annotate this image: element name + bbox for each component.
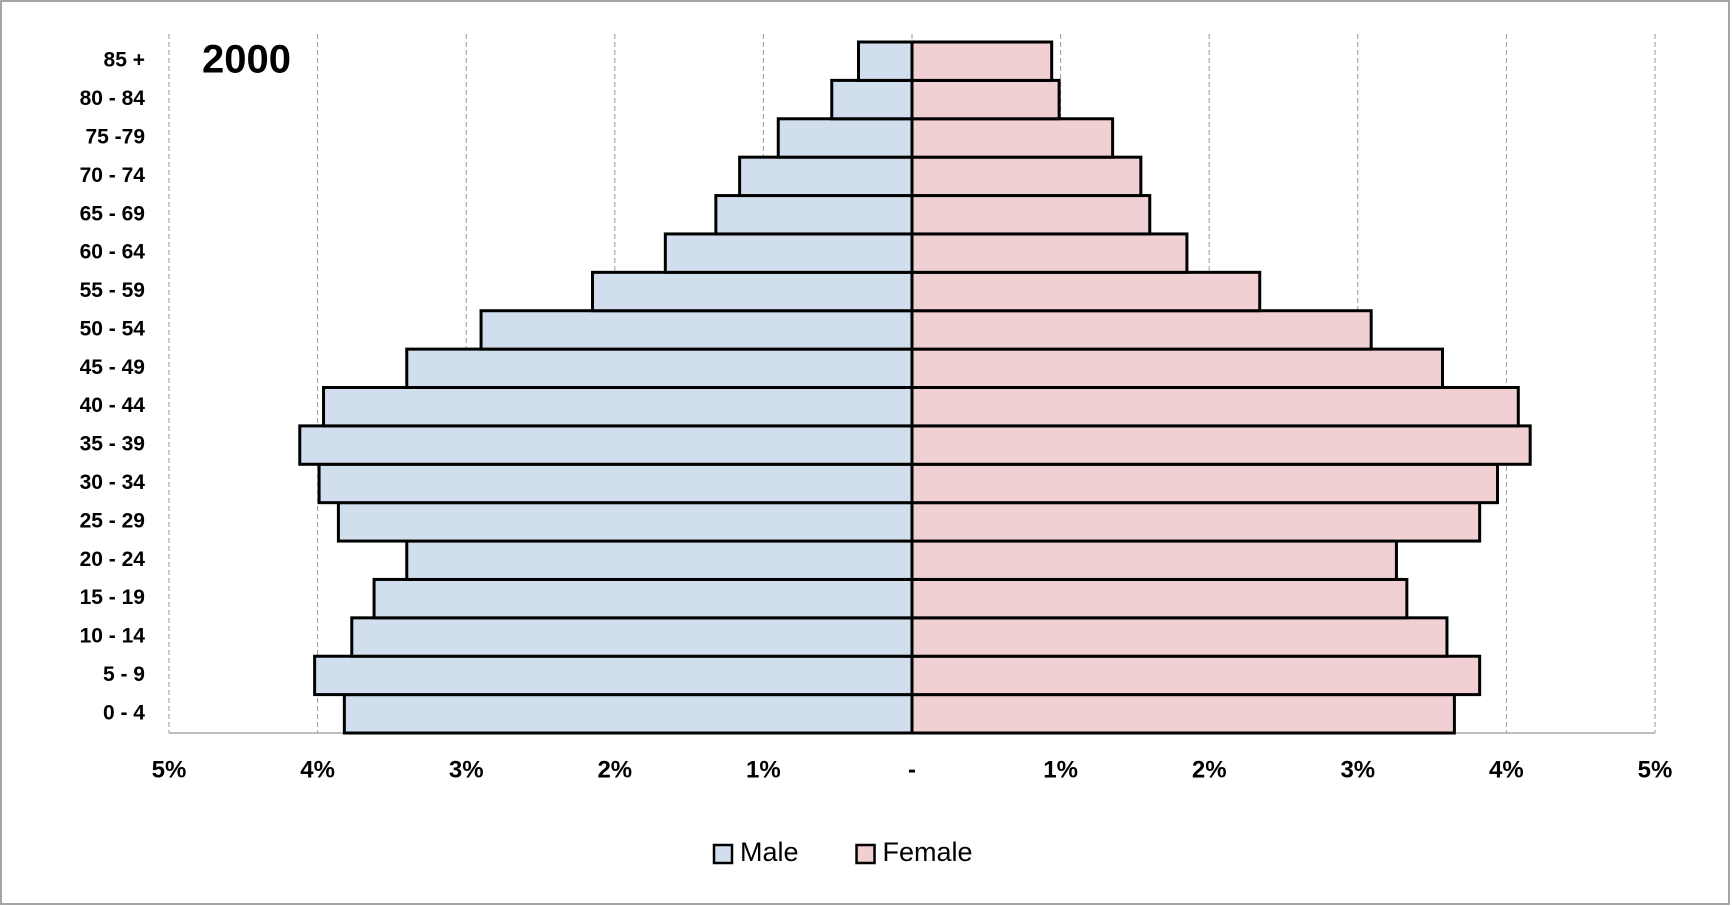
x-tick-label: 2% (1192, 756, 1227, 783)
x-tick-label: 4% (300, 756, 335, 783)
x-tick-label: 2% (597, 756, 632, 783)
bar (313, 654, 914, 697)
y-tick-label: 40 - 44 (80, 394, 146, 417)
y-tick-label: 5 - 9 (103, 663, 145, 686)
bar (910, 78, 1061, 121)
bar (910, 577, 1409, 620)
bar (591, 270, 914, 313)
x-tick-label: 5% (152, 756, 187, 783)
x-tick-label: 3% (449, 756, 484, 783)
bar (350, 616, 914, 658)
bar (910, 194, 1152, 236)
bar (663, 232, 914, 274)
bar (910, 347, 1445, 390)
bar (910, 386, 1520, 428)
bar (910, 539, 1398, 581)
bar (910, 117, 1115, 159)
y-tick-label: 45 - 49 (80, 356, 145, 379)
bar (714, 194, 914, 236)
bar (336, 501, 914, 543)
bar (372, 577, 914, 620)
x-tick-label: 5% (1638, 756, 1673, 783)
bar (405, 539, 914, 581)
bar (910, 501, 1482, 543)
bar (776, 117, 914, 159)
bar (298, 424, 914, 466)
y-tick-label: 80 - 84 (80, 87, 146, 110)
y-tick-label: 50 - 54 (80, 317, 146, 340)
bar (405, 347, 914, 390)
y-tick-label: 20 - 24 (80, 548, 146, 571)
bar (910, 309, 1373, 351)
x-tick-label: 4% (1489, 756, 1524, 783)
x-tick-label: 1% (1043, 756, 1078, 783)
bar (342, 693, 914, 735)
bar (857, 40, 914, 82)
y-tick-label: 0 - 4 (103, 701, 145, 724)
bar (738, 155, 914, 198)
y-tick-label: 85 + (104, 49, 145, 72)
y-tick-label: 10 - 14 (80, 625, 146, 648)
bar (910, 155, 1143, 198)
bar (910, 424, 1532, 466)
bar (910, 693, 1456, 735)
y-tick-label: 30 - 34 (80, 471, 146, 494)
y-tick-label: 70 - 74 (80, 164, 146, 187)
bar (910, 654, 1482, 697)
bar (830, 78, 914, 121)
legend-label: Female (883, 837, 973, 867)
bar (910, 270, 1262, 313)
y-tick-label: 75 -79 (85, 126, 145, 149)
legend-swatch (855, 843, 876, 865)
legend-swatch (712, 843, 734, 865)
y-tick-label: 15 - 19 (80, 586, 145, 609)
y-tick-label: 60 - 64 (80, 241, 146, 264)
chart-title: 2000 (202, 38, 291, 82)
bar (910, 616, 1449, 658)
bar (322, 386, 914, 428)
x-tick-label: - (908, 756, 916, 783)
y-tick-label: 55 - 59 (80, 279, 145, 302)
x-tick-label: 3% (1340, 756, 1375, 783)
bar (910, 40, 1054, 82)
y-tick-label: 65 - 69 (80, 202, 145, 225)
bar (317, 462, 914, 505)
bar (479, 309, 914, 351)
x-tick-label: 1% (746, 756, 781, 783)
y-tick-label: 25 - 29 (80, 509, 145, 532)
bar (910, 232, 1189, 274)
bar (910, 462, 1499, 505)
y-tick-label: 35 - 39 (80, 433, 145, 456)
legend-label: Male (740, 837, 799, 867)
